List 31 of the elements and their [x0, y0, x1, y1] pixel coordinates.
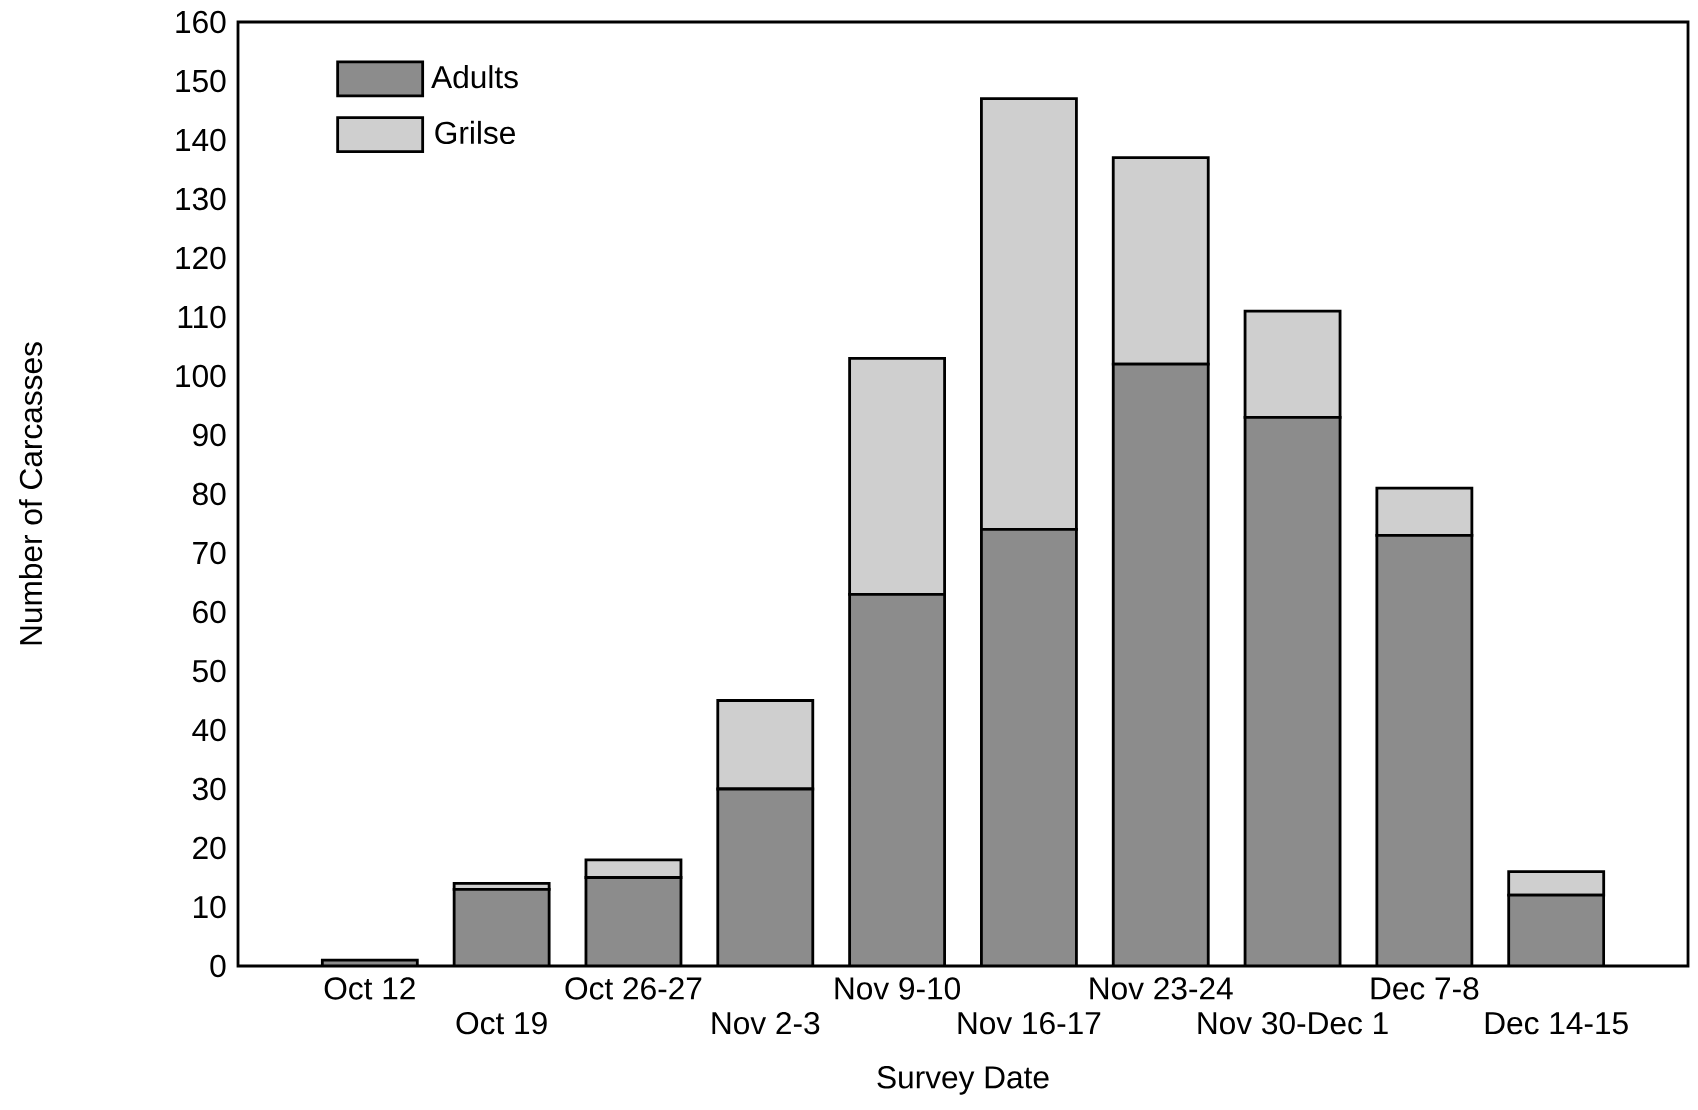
x-tick-label: Nov 23-24 — [1090, 977, 1233, 1000]
legend-label: Grilse — [435, 120, 515, 145]
x-tick-label: Oct 19 — [456, 1011, 547, 1035]
y-tick-label: 30 — [192, 777, 226, 801]
y-tick-label: 0 — [210, 954, 226, 978]
y-tick-label: 110 — [178, 305, 226, 329]
y-tick-label: 150 — [176, 69, 226, 93]
y-tick-label: 140 — [176, 128, 226, 152]
y-tick-label: 50 — [192, 659, 226, 683]
x-axis-title: Survey Date — [877, 1066, 1049, 1095]
y-tick-label: 80 — [192, 482, 226, 506]
y-tick-label: 20 — [193, 836, 226, 860]
x-tick-label: Nov 9-10 — [835, 977, 961, 1000]
y-tick-label: 70 — [193, 541, 226, 565]
x-tick-label: Nov 16-17 — [958, 1011, 1101, 1035]
y-axis-title: Number of Carcasses — [18, 342, 43, 645]
y-tick-label: 100 — [176, 364, 226, 388]
y-tick-label: 60 — [193, 600, 226, 624]
x-tick-label: Oct 12 — [324, 977, 415, 1000]
y-tick-label: 130 — [176, 187, 226, 211]
y-tick-label: 160 — [176, 10, 226, 34]
y-tick-label: 90 — [193, 423, 226, 447]
y-tick-label: 40 — [192, 718, 226, 742]
y-tick-label: 10 — [194, 895, 226, 919]
x-tick-label: Nov 2-3 — [712, 1011, 820, 1035]
legend-label: Adults — [431, 65, 518, 89]
x-tick-label: Nov 30-Dec 1 — [1198, 1011, 1388, 1035]
x-tick-label: Dec 14-15 — [1485, 1012, 1628, 1035]
y-tick-label: 120 — [176, 246, 226, 270]
x-tick-label: Dec 7-8 — [1371, 977, 1479, 1000]
x-tick-label: Oct 26-27 — [565, 977, 702, 1000]
